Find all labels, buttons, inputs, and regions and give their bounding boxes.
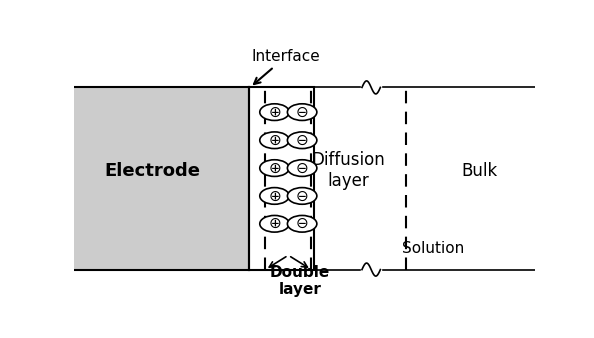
Text: Interface: Interface (252, 49, 320, 84)
Text: Electrode: Electrode (105, 162, 201, 180)
Circle shape (287, 215, 317, 232)
Circle shape (260, 104, 289, 120)
Text: ⊕: ⊕ (268, 105, 281, 120)
Circle shape (260, 188, 289, 204)
Circle shape (260, 160, 289, 176)
Text: ⊖: ⊖ (296, 105, 308, 120)
Circle shape (260, 132, 289, 149)
Circle shape (287, 188, 317, 204)
Text: ⊕: ⊕ (268, 189, 281, 203)
Text: ⊖: ⊖ (296, 133, 308, 148)
Text: ⊖: ⊖ (296, 161, 308, 175)
Text: Bulk: Bulk (461, 162, 498, 180)
Text: Diffusion
layer: Diffusion layer (311, 151, 385, 190)
Bar (249, 88, 314, 270)
Circle shape (287, 104, 317, 120)
Text: ⊕: ⊕ (268, 161, 281, 175)
Circle shape (287, 132, 317, 149)
Bar (74, 88, 249, 270)
Circle shape (287, 160, 317, 176)
Text: ⊕: ⊕ (268, 216, 281, 231)
Text: Solution: Solution (402, 241, 465, 256)
Circle shape (260, 215, 289, 232)
Text: Double
layer: Double layer (270, 265, 330, 297)
Text: ⊕: ⊕ (268, 133, 281, 148)
Text: ⊖: ⊖ (296, 216, 308, 231)
Text: ⊖: ⊖ (296, 189, 308, 203)
